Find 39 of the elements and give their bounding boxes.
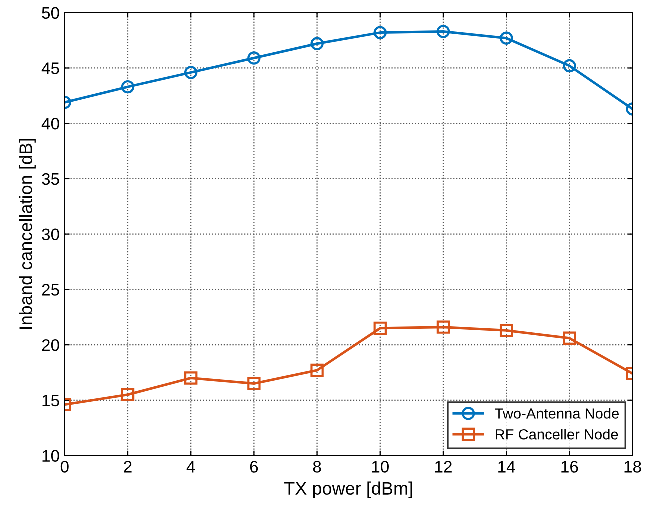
- x-tick-label: 10: [372, 461, 390, 473]
- point: [374, 322, 387, 336]
- x-tick-label: 14: [498, 461, 516, 473]
- x-tick-label: 16: [562, 461, 578, 473]
- point: [248, 52, 261, 65]
- point: [436, 25, 450, 38]
- y-tick-label: 50: [42, 7, 60, 20]
- point: [121, 80, 135, 94]
- y-tick-label: 35: [42, 173, 60, 186]
- x-tick-label: 0: [60, 461, 69, 473]
- point: [500, 324, 514, 338]
- point: [563, 59, 576, 73]
- point: [563, 332, 576, 346]
- point: [184, 372, 198, 385]
- x-tick-label: 8: [313, 461, 322, 473]
- point: [310, 37, 324, 50]
- x-tick-label: 2: [124, 461, 132, 473]
- point: [374, 26, 387, 40]
- point: [184, 66, 198, 80]
- y-tick-label: 25: [42, 284, 60, 296]
- point: [500, 32, 514, 45]
- y-tick-label: 30: [42, 228, 60, 241]
- legend-label: Two-Antenna Node: [495, 408, 620, 419]
- x-tick-label: 12: [435, 461, 452, 473]
- y-axis-title: Inband cancellation [dB]: [19, 139, 36, 330]
- y-tick-label: 40: [42, 118, 60, 130]
- point: [248, 377, 261, 390]
- point: [121, 388, 135, 402]
- point: [436, 320, 450, 334]
- x-tick-label: 6: [250, 461, 258, 473]
- x-axis-title: TX power [dBm]: [284, 482, 412, 499]
- legend-label: RF Canceller Node: [496, 429, 618, 440]
- y-tick-label: 15: [42, 394, 60, 407]
- y-tick-label: 20: [42, 339, 60, 352]
- y-tick-label: 10: [42, 450, 60, 462]
- y-tick-label: 45: [42, 62, 60, 74]
- x-tick-label: 18: [624, 461, 642, 473]
- point: [310, 364, 324, 378]
- x-tick-label: 4: [186, 461, 196, 473]
